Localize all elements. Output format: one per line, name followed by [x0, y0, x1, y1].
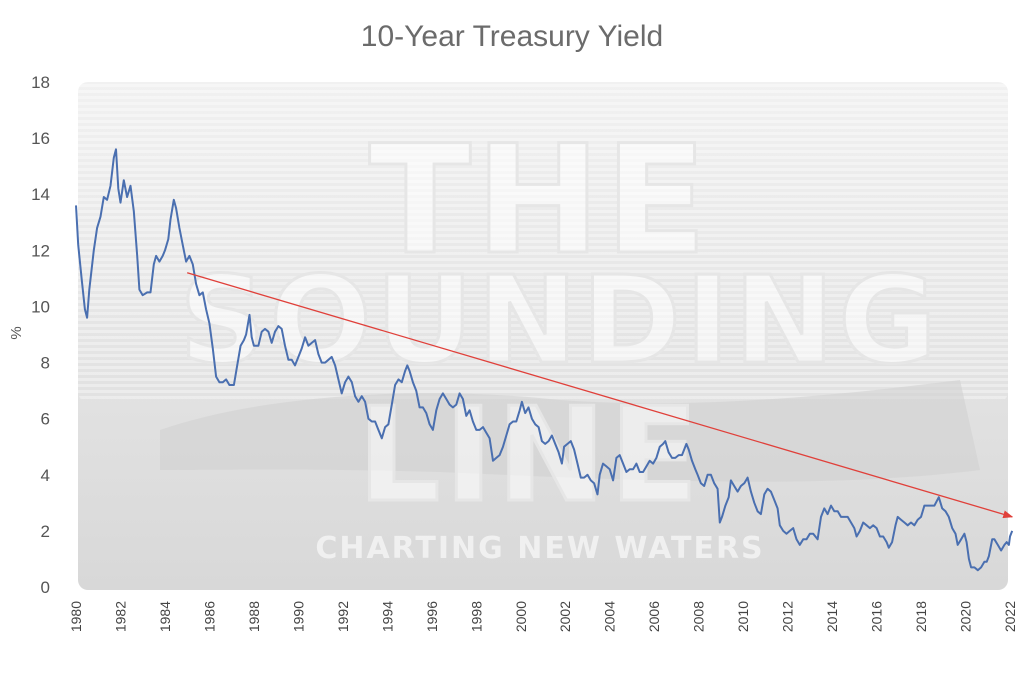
x-tick-label: 2004 [602, 601, 618, 632]
watermark-tagline: CHARTING NEW WATERS [315, 531, 764, 566]
watermark: THE SOUNDING LINE CHARTING NEW WATERS [78, 82, 1008, 590]
x-tick-label: 1980 [68, 601, 84, 632]
chart-title: 10-Year Treasury Yield [361, 20, 663, 53]
y-tick-label: 16 [31, 129, 50, 148]
x-tick-label: 1982 [112, 601, 128, 632]
trend-arrow [187, 272, 1014, 519]
x-tick-label: 1984 [157, 601, 173, 632]
x-tick-label: 2014 [824, 601, 840, 632]
y-tick-label: 4 [41, 466, 50, 485]
watermark-line3: LINE [358, 379, 703, 531]
series-layer [75, 148, 1014, 572]
x-tick-label: 2008 [691, 601, 707, 632]
x-tick-label: 1992 [335, 601, 351, 632]
x-tick-label: 2010 [735, 601, 751, 632]
x-tick-label: 2018 [913, 601, 929, 632]
y-axis-ticks: 0 2 4 6 8 10 12 14 16 18 [31, 73, 50, 597]
x-tick-label: 2000 [513, 601, 529, 632]
x-tick-label: 2016 [869, 601, 885, 632]
x-tick-label: 2006 [646, 601, 662, 632]
y-tick-label: 10 [31, 297, 50, 316]
y-tick-label: 14 [31, 185, 50, 204]
y-tick-label: 0 [41, 578, 50, 597]
y-tick-label: 18 [31, 73, 50, 92]
x-tick-label: 1986 [201, 601, 217, 632]
y-axis-label: % [8, 326, 25, 339]
annotation-layer [187, 272, 1014, 519]
watermark-line1: THE [369, 114, 711, 288]
yield-series-line [75, 148, 1014, 572]
x-tick-label: 2002 [557, 601, 573, 632]
x-axis-ticks: 1980 1982 1984 1986 1988 1990 1992 1994 1996 1998… [68, 601, 1018, 632]
x-tick-label: 1994 [379, 601, 395, 632]
y-tick-label: 6 [41, 410, 50, 429]
watermark-stripes [78, 82, 1008, 402]
x-tick-label: 2012 [780, 601, 796, 632]
y-tick-label: 2 [41, 522, 50, 541]
watermark-line2: SOUNDING [179, 252, 941, 391]
x-tick-label: 1998 [468, 601, 484, 632]
x-tick-label: 1988 [246, 601, 262, 632]
x-tick-label: 2022 [1002, 601, 1018, 632]
x-tick-label: 1990 [290, 601, 306, 632]
y-tick-label: 12 [31, 241, 50, 260]
x-tick-label: 2020 [958, 601, 974, 632]
y-tick-label: 8 [41, 354, 50, 373]
x-tick-label: 1996 [424, 601, 440, 632]
